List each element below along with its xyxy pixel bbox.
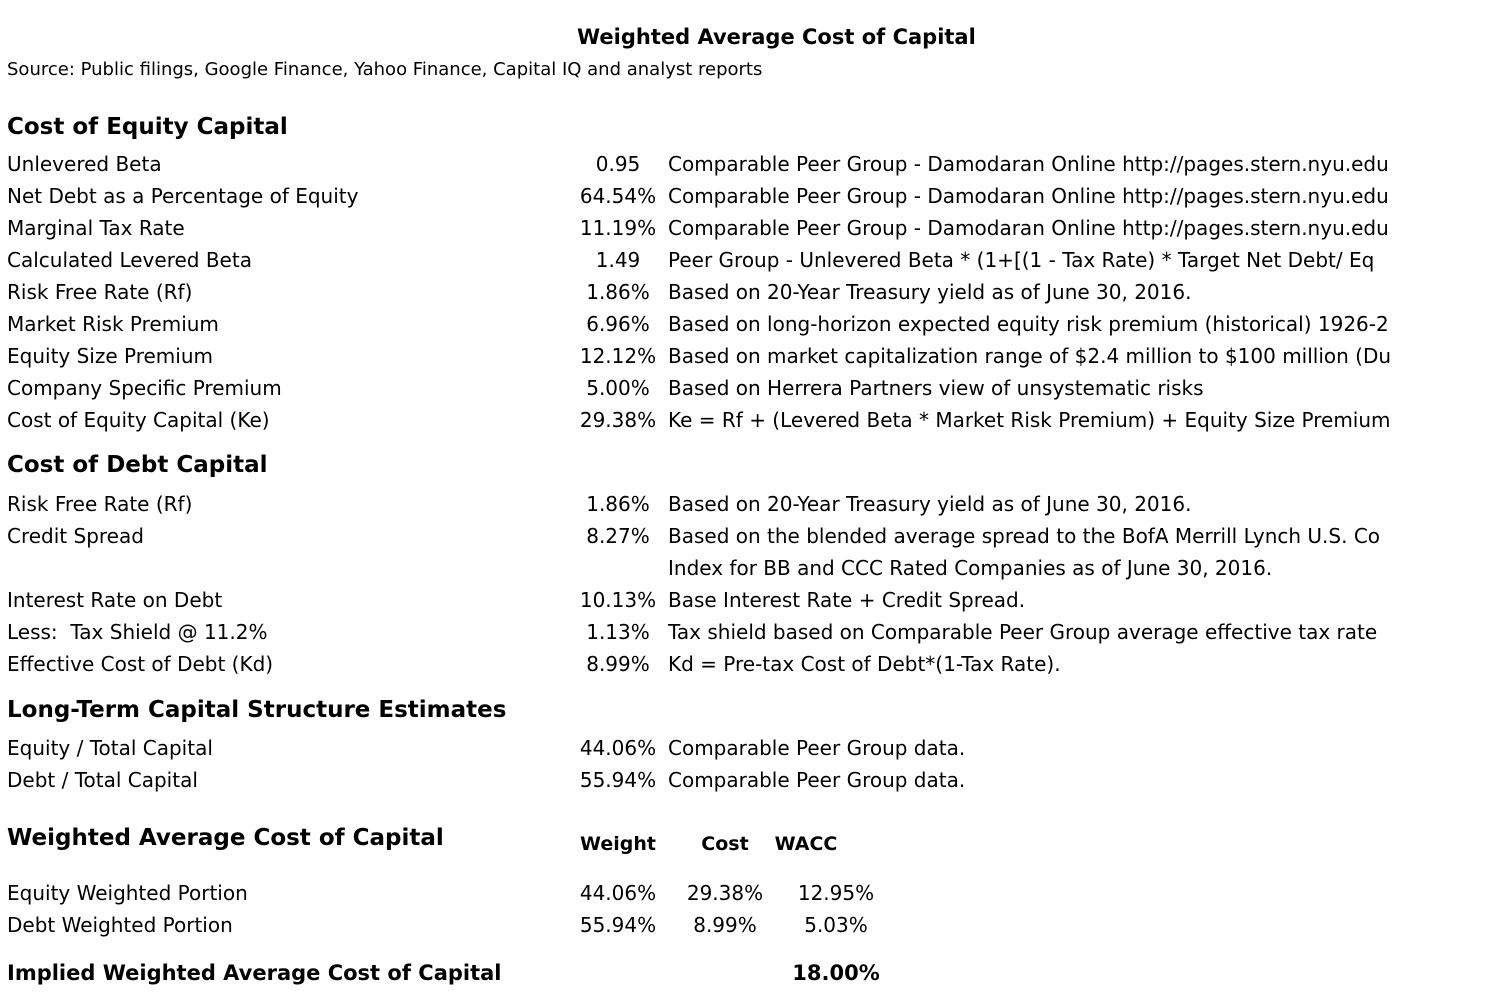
source-note: Source: Public filings, Google Finance, … [7, 59, 763, 80]
row-label: Marginal Tax Rate [7, 216, 185, 240]
row-desc: Comparable Peer Group - Damodaran Online… [668, 152, 1389, 176]
implied-wacc-label: Implied Weighted Average Cost of Capital [7, 961, 502, 985]
row-desc: Based on 20-Year Treasury yield as of Ju… [668, 280, 1192, 304]
row-label: Risk Free Rate (Rf) [7, 492, 193, 516]
row-value: 6.96% [586, 312, 650, 336]
column-header-weight: Weight [580, 833, 656, 855]
table-row: Debt Weighted Portion 55.94% 8.99% 5.03% [0, 909, 1503, 941]
row-desc: Base Interest Rate + Credit Spread. [668, 588, 1026, 612]
capital-structure-rows: Equity / Total Capital 44.06% Comparable… [0, 732, 1503, 796]
row-value: 29.38% [579, 408, 657, 432]
row-value: 44.06% [579, 736, 657, 760]
row-desc: Comparable Peer Group data. [668, 736, 966, 760]
row-value: 1.86% [586, 280, 650, 304]
row-desc: Comparable Peer Group - Damodaran Online… [668, 216, 1389, 240]
row-wacc-value: 5.03% [804, 913, 868, 937]
row-label: Equity Weighted Portion [7, 881, 248, 905]
section-heading-wacc: Weighted Average Cost of Capital [7, 825, 444, 851]
row-wacc-value: 12.95% [797, 881, 875, 905]
row-desc: Ke = Rf + (Levered Beta * Market Risk Pr… [668, 408, 1391, 432]
table-row: Equity / Total Capital 44.06% Comparable… [0, 732, 1503, 764]
section-heading-capital-structure: Long-Term Capital Structure Estimates [7, 697, 507, 723]
wacc-column-headers: Weight Cost WACC [0, 828, 1503, 860]
row-desc-line-2: Index for BB and CCC Rated Companies as … [668, 556, 1273, 580]
row-cost-value: 8.99% [693, 913, 757, 937]
row-value: 12.12% [579, 344, 657, 368]
table-row: Marginal Tax Rate 11.19% Comparable Peer… [0, 212, 1503, 244]
section-heading-cost-of-debt: Cost of Debt Capital [7, 452, 268, 478]
row-value: 11.19% [579, 216, 657, 240]
table-row: Equity Size Premium 12.12% Based on mark… [0, 340, 1503, 372]
table-row: Debt / Total Capital 55.94% Comparable P… [0, 764, 1503, 796]
page-title: Weighted Average Cost of Capital [577, 25, 976, 49]
row-desc: Comparable Peer Group data. [668, 768, 966, 792]
table-row: Credit Spread 8.27% Based on the blended… [0, 520, 1503, 584]
table-row: Cost of Equity Capital (Ke) 29.38% Ke = … [0, 404, 1503, 436]
row-desc: Based on Herrera Partners view of unsyst… [668, 376, 1204, 400]
row-desc: Tax shield based on Comparable Peer Grou… [668, 620, 1378, 644]
implied-wacc-value: 18.00% [792, 961, 880, 985]
row-value: 1.13% [586, 620, 650, 644]
row-weight-value: 55.94% [579, 913, 657, 937]
row-value: 8.27% [586, 524, 650, 548]
row-label: Effective Cost of Debt (Kd) [7, 652, 274, 676]
row-desc: Peer Group - Unlevered Beta * (1+[(1 - T… [668, 248, 1375, 272]
row-value: 8.99% [586, 652, 650, 676]
row-label: Equity Size Premium [7, 344, 214, 368]
section-heading-cost-of-equity: Cost of Equity Capital [7, 114, 288, 140]
table-row: Effective Cost of Debt (Kd) 8.99% Kd = P… [0, 648, 1503, 680]
table-row: Calculated Levered Beta 1.49 Peer Group … [0, 244, 1503, 276]
row-desc-line-1: Based on the blended average spread to t… [668, 524, 1381, 548]
table-row: Net Debt as a Percentage of Equity 64.54… [0, 180, 1503, 212]
row-label: Less: Tax Shield @ 11.2% [7, 620, 268, 644]
row-desc: Based on 20-Year Treasury yield as of Ju… [668, 492, 1192, 516]
table-row: Risk Free Rate (Rf) 1.86% Based on 20-Ye… [0, 488, 1503, 520]
row-label: Calculated Levered Beta [7, 248, 252, 272]
table-row: Market Risk Premium 6.96% Based on long-… [0, 308, 1503, 340]
row-value: 0.95 [595, 152, 641, 176]
implied-wacc-row: Implied Weighted Average Cost of Capital… [0, 957, 1503, 989]
row-desc: Based on long-horizon expected equity ri… [668, 312, 1389, 336]
table-row: Unlevered Beta 0.95 Comparable Peer Grou… [0, 148, 1503, 180]
table-row: Risk Free Rate (Rf) 1.86% Based on 20-Ye… [0, 276, 1503, 308]
row-value: 10.13% [579, 588, 657, 612]
row-value: 1.86% [586, 492, 650, 516]
row-label: Equity / Total Capital [7, 736, 213, 760]
row-label: Risk Free Rate (Rf) [7, 280, 193, 304]
row-label: Cost of Equity Capital (Ke) [7, 408, 270, 432]
row-value: 64.54% [579, 184, 657, 208]
row-label: Unlevered Beta [7, 152, 162, 176]
row-desc: Based on the blended average spread to t… [668, 520, 1380, 584]
table-row: Company Specific Premium 5.00% Based on … [0, 372, 1503, 404]
table-row: Equity Weighted Portion 44.06% 29.38% 12… [0, 877, 1503, 909]
table-row: Interest Rate on Debt 10.13% Base Intere… [0, 584, 1503, 616]
row-label: Net Debt as a Percentage of Equity [7, 184, 359, 208]
column-header-cost: Cost [701, 833, 749, 855]
row-label: Credit Spread [7, 524, 144, 548]
row-label: Interest Rate on Debt [7, 588, 223, 612]
table-row: Less: Tax Shield @ 11.2% 1.13% Tax shiel… [0, 616, 1503, 648]
column-header-wacc: WACC [774, 833, 838, 855]
cost-of-equity-rows: Unlevered Beta 0.95 Comparable Peer Grou… [0, 148, 1503, 436]
row-desc: Comparable Peer Group - Damodaran Online… [668, 184, 1389, 208]
row-label: Market Risk Premium [7, 312, 219, 336]
cost-of-debt-rows: Risk Free Rate (Rf) 1.86% Based on 20-Ye… [0, 488, 1503, 680]
row-label: Debt / Total Capital [7, 768, 198, 792]
row-desc: Based on market capitalization range of … [668, 344, 1392, 368]
row-label: Company Specific Premium [7, 376, 282, 400]
row-weight-value: 44.06% [579, 881, 657, 905]
row-value: 55.94% [579, 768, 657, 792]
row-desc: Kd = Pre-tax Cost of Debt*(1-Tax Rate). [668, 652, 1061, 676]
row-cost-value: 29.38% [686, 881, 764, 905]
row-value: 1.49 [595, 248, 641, 272]
wacc-rows: Equity Weighted Portion 44.06% 29.38% 12… [0, 877, 1503, 941]
row-value: 5.00% [586, 376, 650, 400]
row-label: Debt Weighted Portion [7, 913, 233, 937]
